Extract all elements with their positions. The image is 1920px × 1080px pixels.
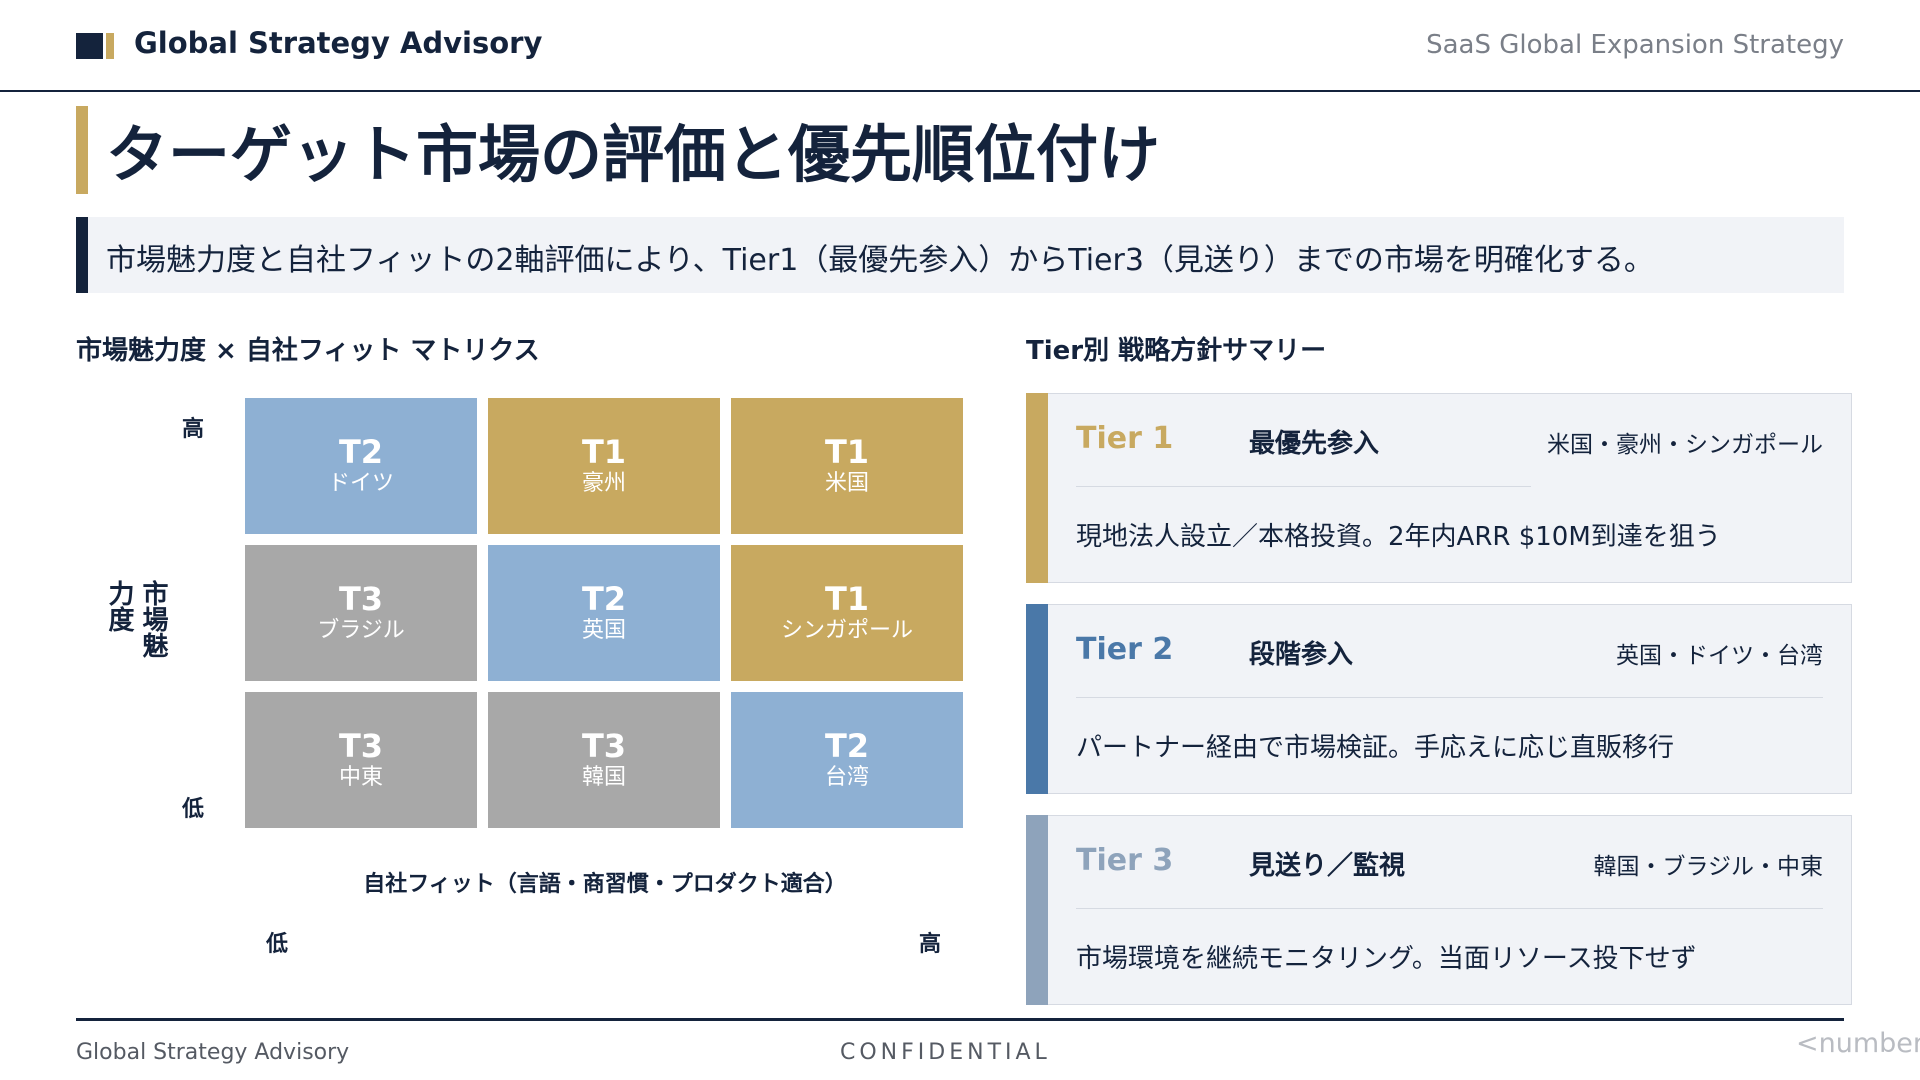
cell-country: ブラジル [317,618,405,643]
tier-description: 市場環境を継続モニタリング。当面リソース投下せず [1076,944,1697,974]
confidential-label: CONFIDENTIAL [840,1040,1051,1065]
cell-tier: T2 [581,580,627,618]
lead-text: 市場魅力度と自社フィットの2軸評価により、Tier1（最優先参入）からTier3… [106,243,1654,278]
tier-divider [1076,908,1823,909]
cell-country: ドイツ [327,471,394,496]
cell-country: 中東 [338,765,383,790]
cell-country: 英国 [581,618,626,643]
matrix-cell: T2 英国 [488,545,720,681]
slide-header: Global Strategy Advisory SaaS Global Exp… [0,0,1920,92]
y-axis-high-label: 高 [182,417,205,442]
cell-tier: T3 [338,580,384,618]
brand-name: Global Strategy Advisory [134,26,543,60]
tier-stripe [1026,393,1048,583]
cell-tier: T3 [581,727,627,765]
y-axis-low-label: 低 [182,797,205,822]
tier-name: Tier 2 [1076,632,1174,667]
cell-tier: T1 [824,433,870,471]
x-axis-low-label: 低 [266,932,289,957]
footer-brand: Global Strategy Advisory [76,1040,350,1065]
tier-stripe [1026,815,1048,1005]
cell-country: 韓国 [581,765,626,790]
matrix-cell: T1 米国 [731,398,963,534]
summary-heading: Tier別 戦略方針サマリー [1026,336,1327,366]
y-axis-label: 市場魅力度 [104,580,168,658]
tier-strategy: 最優先参入 [1249,429,1380,459]
tier-card: Tier 1 最優先参入 米国・豪州・シンガポール 現地法人設立／本格投資。2年… [1026,393,1852,583]
lead-accent-bar [76,217,88,293]
tier-card: Tier 2 段階参入 英国・ドイツ・台湾 パートナー経由で市場検証。手応えに応… [1026,604,1852,794]
matrix-cell: T3 中東 [245,692,477,828]
cell-country: 豪州 [581,471,626,496]
matrix-cell: T2 ドイツ [245,398,477,534]
matrix-cell: T1 豪州 [488,398,720,534]
x-axis-label: 自社フィット（言語・商習慣・プロダクト適合） [363,872,847,897]
cell-country: 米国 [824,471,869,496]
matrix-cell: T1 シンガポール [731,545,963,681]
cell-country: 台湾 [824,765,869,790]
matrix-cell: T2 台湾 [731,692,963,828]
tier-divider [1076,486,1531,487]
tier-strategy: 段階参入 [1249,640,1354,670]
cell-tier: T2 [338,433,384,471]
cell-country: シンガポール [780,618,913,643]
tier-stripe [1026,604,1048,794]
tier-description: パートナー経由で市場検証。手応えに応じ直販移行 [1076,733,1675,763]
cell-tier: T1 [581,433,627,471]
tier-markets: 韓国・ブラジル・中東 [1593,854,1823,880]
tier-description: 現地法人設立／本格投資。2年内ARR $10M到達を狙う [1076,522,1721,552]
cell-tier: T3 [338,727,384,765]
x-axis-high-label: 高 [919,932,942,957]
cell-tier: T1 [824,580,870,618]
tier-strategy: 見送り／監視 [1249,851,1406,881]
matrix-heading: 市場魅力度 × 自社フィット マトリクス [76,336,540,366]
tier-name: Tier 1 [1076,421,1174,456]
footer-rule [76,1018,1844,1021]
tier-card: Tier 3 見送り／監視 韓国・ブラジル・中東 市場環境を継続モニタリング。当… [1026,815,1852,1005]
tier-markets: 米国・豪州・シンガポール [1547,432,1823,458]
deck-title: SaaS Global Expansion Strategy [1426,30,1844,60]
cell-tier: T2 [824,727,870,765]
title-accent-bar [76,106,88,194]
lead-box: 市場魅力度と自社フィットの2軸評価により、Tier1（最優先参入）からTier3… [76,217,1844,293]
page-title: ターゲット市場の評価と優先順位付け [106,118,1161,191]
tier-markets: 英国・ドイツ・台湾 [1616,643,1823,669]
logo-mark-icon [76,33,114,59]
matrix-cell: T3 ブラジル [245,545,477,681]
tier-divider [1076,697,1823,698]
matrix-cell: T3 韓国 [488,692,720,828]
tier-name: Tier 3 [1076,843,1174,878]
page-number: <number> [1796,1030,1920,1058]
